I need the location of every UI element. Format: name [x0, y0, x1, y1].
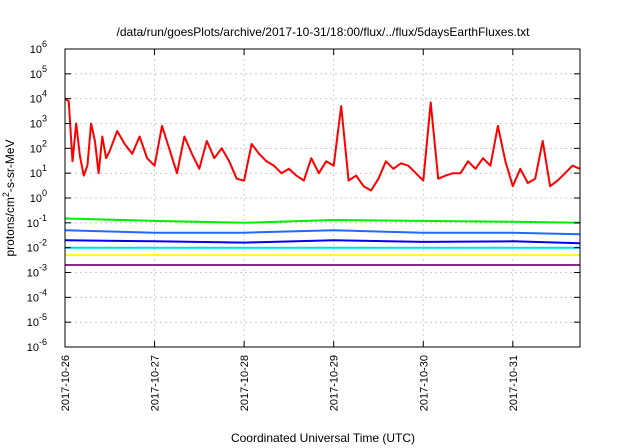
y-tick-base: 10 [30, 193, 42, 205]
y-tick-label: 101 [30, 163, 47, 180]
y-tick-exponent: 4 [42, 89, 47, 99]
y-tick-label: 105 [30, 64, 47, 81]
chart-title: /data/run/goesPlots/archive/2017-10-31/1… [117, 25, 531, 39]
y-tick-base: 10 [27, 292, 39, 304]
y-tick-label: 10-6 [27, 337, 47, 354]
y-tick-label: 104 [30, 89, 47, 106]
y-tick-exponent: 2 [42, 138, 47, 148]
y-axis-label: protons/cm2-s-sr-MeV [1, 139, 17, 256]
y-tick-label: 10-1 [27, 213, 47, 230]
series-line [64, 217, 581, 224]
y-tick-base: 10 [30, 143, 42, 155]
x-tick-label: 2017-10-28 [239, 355, 251, 411]
y-tick-label: 100 [30, 188, 47, 205]
y-tick-base: 10 [27, 218, 39, 230]
grid [65, 49, 580, 347]
y-tick-label: 10-5 [27, 312, 47, 329]
y-tick-exponent: -4 [39, 287, 47, 297]
y-tick-exponent: -6 [39, 337, 47, 347]
y-tick-label: 10-4 [27, 287, 47, 304]
y-axis: 10-610-510-410-310-210-11001011021031041… [27, 39, 580, 354]
x-axis: 2017-10-26 2017-10-27 2017-10-28 2017-10-29… [60, 49, 520, 411]
y-tick-label: 10-3 [27, 263, 47, 280]
y-tick-base: 10 [27, 243, 39, 255]
y-tick-exponent: -2 [39, 238, 47, 248]
y-tick-base: 10 [30, 94, 42, 106]
y-tick-base: 10 [27, 268, 39, 280]
series-group [64, 97, 581, 266]
y-tick-exponent: 3 [42, 114, 47, 124]
x-tick-label: 2017-10-29 [329, 355, 341, 411]
y-tick-exponent: -5 [39, 312, 47, 322]
y-tick-exponent: 0 [42, 188, 47, 198]
y-tick-exponent: 1 [42, 163, 47, 173]
y-tick-label: 103 [30, 114, 47, 131]
y-axis-label-sup: 2 [1, 192, 11, 197]
series-line [64, 97, 581, 192]
plot-frame [64, 48, 581, 348]
series-line [64, 229, 581, 236]
x-tick-label: 2017-10-31 [508, 355, 520, 411]
x-axis-label: Coordinated Universal Time (UTC) [231, 431, 415, 445]
y-tick-base: 10 [27, 317, 39, 329]
y-tick-base: 10 [30, 168, 42, 180]
y-tick-exponent: -1 [39, 213, 47, 223]
x-tick-label: 2017-10-26 [60, 355, 72, 411]
y-tick-exponent: -3 [39, 263, 47, 273]
y-tick-exponent: 5 [42, 64, 47, 74]
y-tick-base: 10 [30, 69, 42, 81]
y-tick-label: 10-2 [27, 238, 47, 255]
y-tick-label: 106 [30, 39, 47, 56]
y-tick-base: 10 [27, 342, 39, 354]
x-tick-label: 2017-10-27 [150, 355, 162, 411]
y-axis-label-post: -s-sr-MeV [3, 139, 17, 192]
y-tick-label: 102 [30, 138, 47, 155]
y-tick-base: 10 [30, 119, 42, 131]
x-tick-label: 2017-10-30 [418, 355, 430, 411]
y-axis-label-pre: protons/cm [3, 197, 17, 256]
series-line [64, 239, 581, 245]
y-tick-base: 10 [30, 44, 42, 56]
y-tick-exponent: 6 [42, 39, 47, 49]
